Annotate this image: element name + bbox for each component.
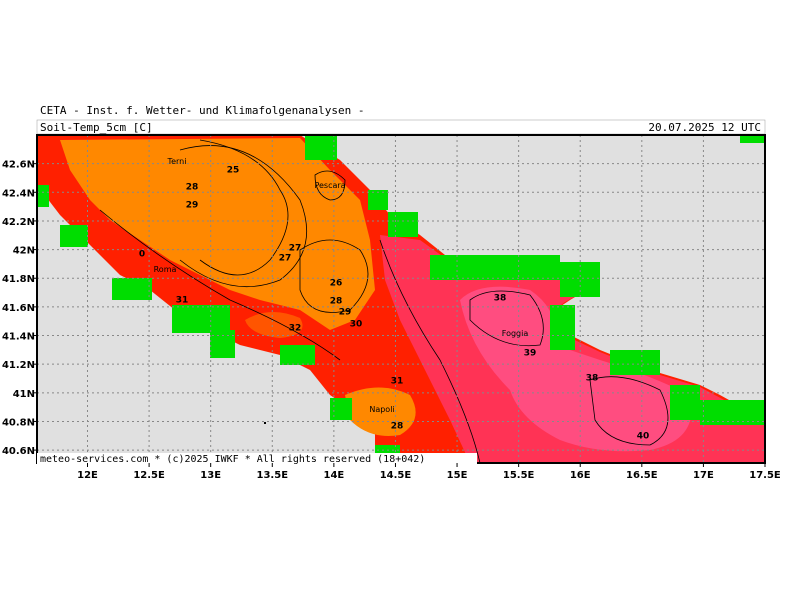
lat-tick-label: 41.8N: [2, 274, 35, 285]
lat-tick-label: 42.4N: [2, 188, 35, 199]
lon-tick-label: 15.5E: [503, 470, 535, 481]
lat-tick-label: 42.2N: [2, 217, 35, 228]
lon-tick-label: 17E: [693, 470, 714, 481]
contour-label: 27: [289, 244, 302, 254]
lat-tick-label: 40.8N: [2, 417, 35, 428]
lon-tick-label: 14.5E: [380, 470, 412, 481]
contour-label: 39: [524, 349, 537, 359]
lat-tick-label: 40.6N: [2, 446, 35, 457]
contour-label: 38: [494, 294, 507, 304]
valid-time: 20.07.2025 12 UTC: [648, 121, 761, 134]
map-area: Terni Pescara Roma Foggia Napoli 25 28 2…: [37, 135, 765, 463]
contour-label: 38: [586, 374, 599, 384]
lon-tick-label: 17.5E: [749, 470, 781, 481]
cool-zone: [245, 311, 303, 338]
lon-tick-label: 14E: [323, 470, 344, 481]
contour-label: 0: [139, 250, 145, 260]
institute: CETA - Inst. f. Wetter- und Klimafolgena…: [40, 104, 365, 117]
cool-zone: [60, 138, 375, 330]
lat-tick-label: 42.6N: [2, 160, 35, 171]
contour-label: 31: [176, 296, 189, 306]
lat-tick-label: 41.6N: [2, 303, 35, 314]
contour-label: 26: [330, 279, 343, 289]
lon-tick-label: 12.5E: [133, 470, 165, 481]
footer: meteo-services.com * (c)2025 IWKF * All …: [40, 454, 425, 465]
isotherms: [99, 139, 669, 463]
lon-tick-label: 16.5E: [626, 470, 658, 481]
place: Foggia: [502, 329, 529, 338]
island: [264, 422, 266, 424]
lat-tick-label: 41.4N: [2, 332, 35, 343]
contour-label: 32: [289, 324, 302, 334]
lon-tick-label: 12E: [77, 470, 98, 481]
contour-label: 28: [330, 297, 343, 307]
axis-ticks: 12E 12.5E 13E 13.5E 14E 14.5E 15E 15.5E 16E 16.5E…: [2, 160, 781, 481]
contour-label: 28: [391, 422, 404, 432]
lon-tick-label: 13E: [200, 470, 221, 481]
contour-label: 25: [227, 166, 240, 176]
footer-bg: [37, 453, 477, 464]
place: Roma: [154, 265, 177, 274]
cool-zone: [345, 387, 416, 436]
contour-label: 29: [339, 308, 352, 318]
contour-label: 27: [279, 254, 292, 264]
contour-label: 40: [637, 432, 650, 442]
lon-tick-label: 16E: [570, 470, 591, 481]
contour-label: 29: [186, 201, 199, 211]
graticule: [37, 135, 765, 463]
hot-zone: [460, 286, 692, 452]
lat-tick-label: 41.2N: [2, 360, 35, 371]
lat-tick-label: 42N: [13, 246, 35, 257]
lon-tick-label: 13.5E: [257, 470, 289, 481]
place: Pescara: [314, 181, 345, 190]
contour-label: 31: [391, 377, 404, 387]
place: Napoli: [369, 405, 394, 414]
contour-label: 28: [186, 183, 199, 193]
contour-label: 30: [350, 320, 363, 330]
lon-tick-label: 15E: [447, 470, 468, 481]
parameter: Soil-Temp_5cm [C]: [40, 121, 153, 134]
lat-tick-label: 41N: [13, 389, 35, 400]
place: Terni: [167, 157, 187, 166]
